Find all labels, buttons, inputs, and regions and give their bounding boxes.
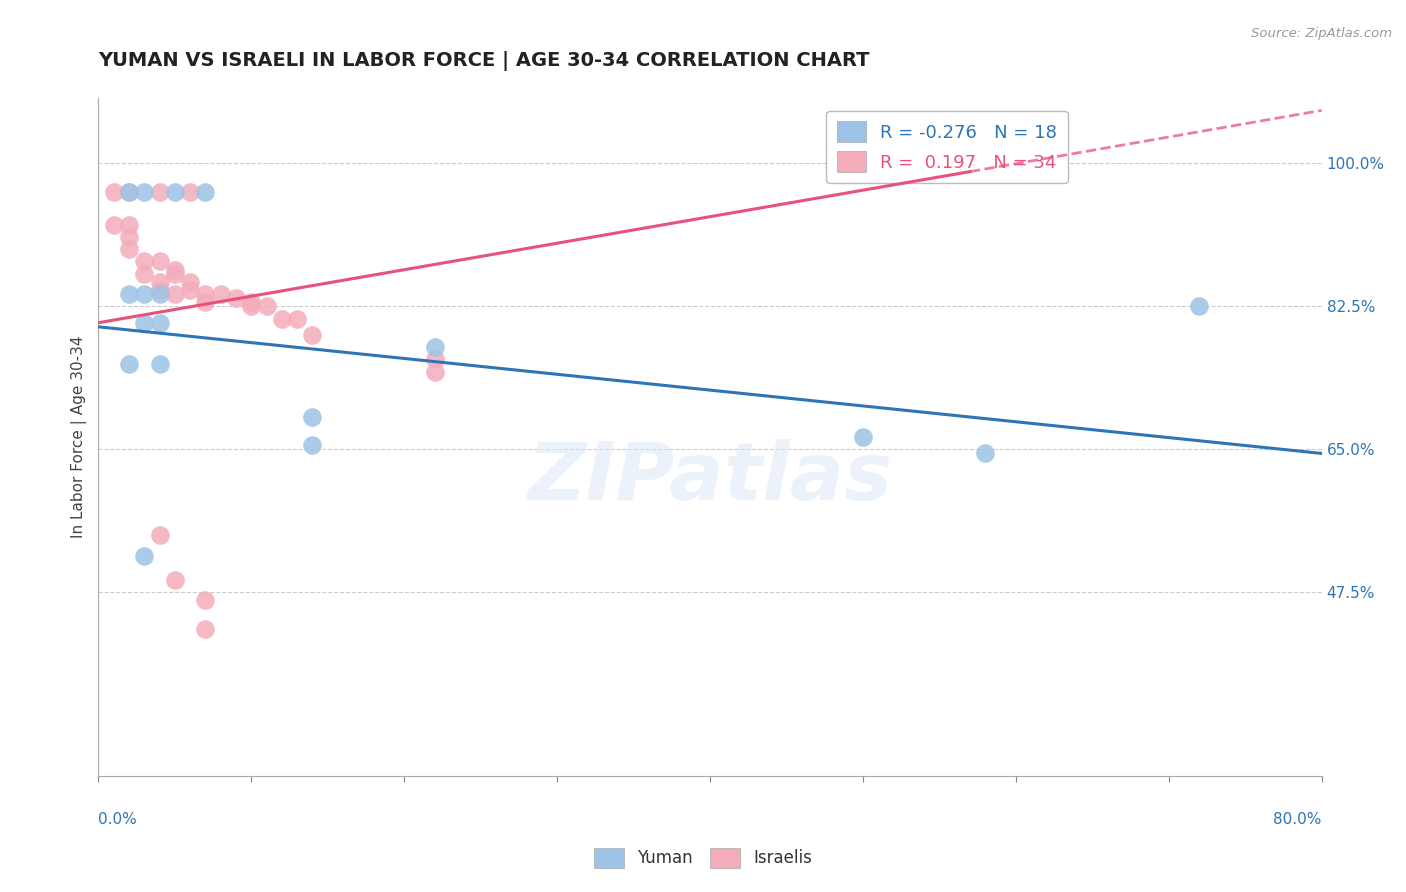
Point — [256, 299, 278, 313]
Point — [118, 185, 141, 199]
Point — [134, 287, 156, 301]
Point — [149, 528, 172, 542]
Point — [118, 287, 141, 301]
Y-axis label: In Labor Force | Age 30-34: In Labor Force | Age 30-34 — [72, 335, 87, 539]
Point — [134, 185, 156, 199]
Point — [134, 254, 156, 268]
Legend: R = -0.276   N = 18, R =  0.197   N = 34: R = -0.276 N = 18, R = 0.197 N = 34 — [827, 111, 1069, 183]
Point — [179, 283, 201, 297]
Point — [149, 287, 172, 301]
Point — [194, 185, 217, 199]
Text: Source: ZipAtlas.com: Source: ZipAtlas.com — [1251, 27, 1392, 40]
Point — [149, 357, 172, 371]
Point — [134, 549, 156, 563]
Point — [149, 275, 172, 289]
Text: YUMAN VS ISRAELI IN LABOR FORCE | AGE 30-34 CORRELATION CHART: YUMAN VS ISRAELI IN LABOR FORCE | AGE 30… — [98, 52, 870, 71]
Text: 80.0%: 80.0% — [1274, 812, 1322, 827]
Point — [118, 357, 141, 371]
Point — [179, 185, 201, 199]
Point — [225, 291, 247, 305]
Point — [423, 340, 446, 354]
Point — [149, 185, 172, 199]
Point — [118, 230, 141, 244]
Legend: Yuman, Israelis: Yuman, Israelis — [588, 841, 818, 875]
Point — [852, 430, 875, 444]
Point — [240, 295, 263, 310]
Point — [149, 316, 172, 330]
Point — [301, 328, 323, 343]
Text: 0.0%: 0.0% — [98, 812, 138, 827]
Point — [103, 185, 125, 199]
Point — [163, 573, 186, 587]
Point — [118, 185, 141, 199]
Point — [163, 185, 186, 199]
Point — [179, 275, 201, 289]
Point — [194, 295, 217, 310]
Point — [423, 352, 446, 367]
Point — [118, 242, 141, 256]
Point — [194, 593, 217, 607]
Text: ZIPatlas: ZIPatlas — [527, 439, 893, 516]
Point — [134, 316, 156, 330]
Point — [209, 287, 232, 301]
Point — [301, 409, 323, 424]
Point — [103, 218, 125, 232]
Point — [134, 267, 156, 281]
Point — [163, 267, 186, 281]
Point — [270, 311, 292, 326]
Point — [194, 622, 217, 636]
Point — [163, 287, 186, 301]
Point — [301, 438, 323, 452]
Point — [149, 283, 172, 297]
Point — [149, 254, 172, 268]
Point — [118, 218, 141, 232]
Point — [974, 446, 997, 460]
Point — [423, 365, 446, 379]
Point — [1188, 299, 1211, 313]
Point — [240, 299, 263, 313]
Point — [285, 311, 308, 326]
Point — [163, 262, 186, 277]
Point — [194, 287, 217, 301]
